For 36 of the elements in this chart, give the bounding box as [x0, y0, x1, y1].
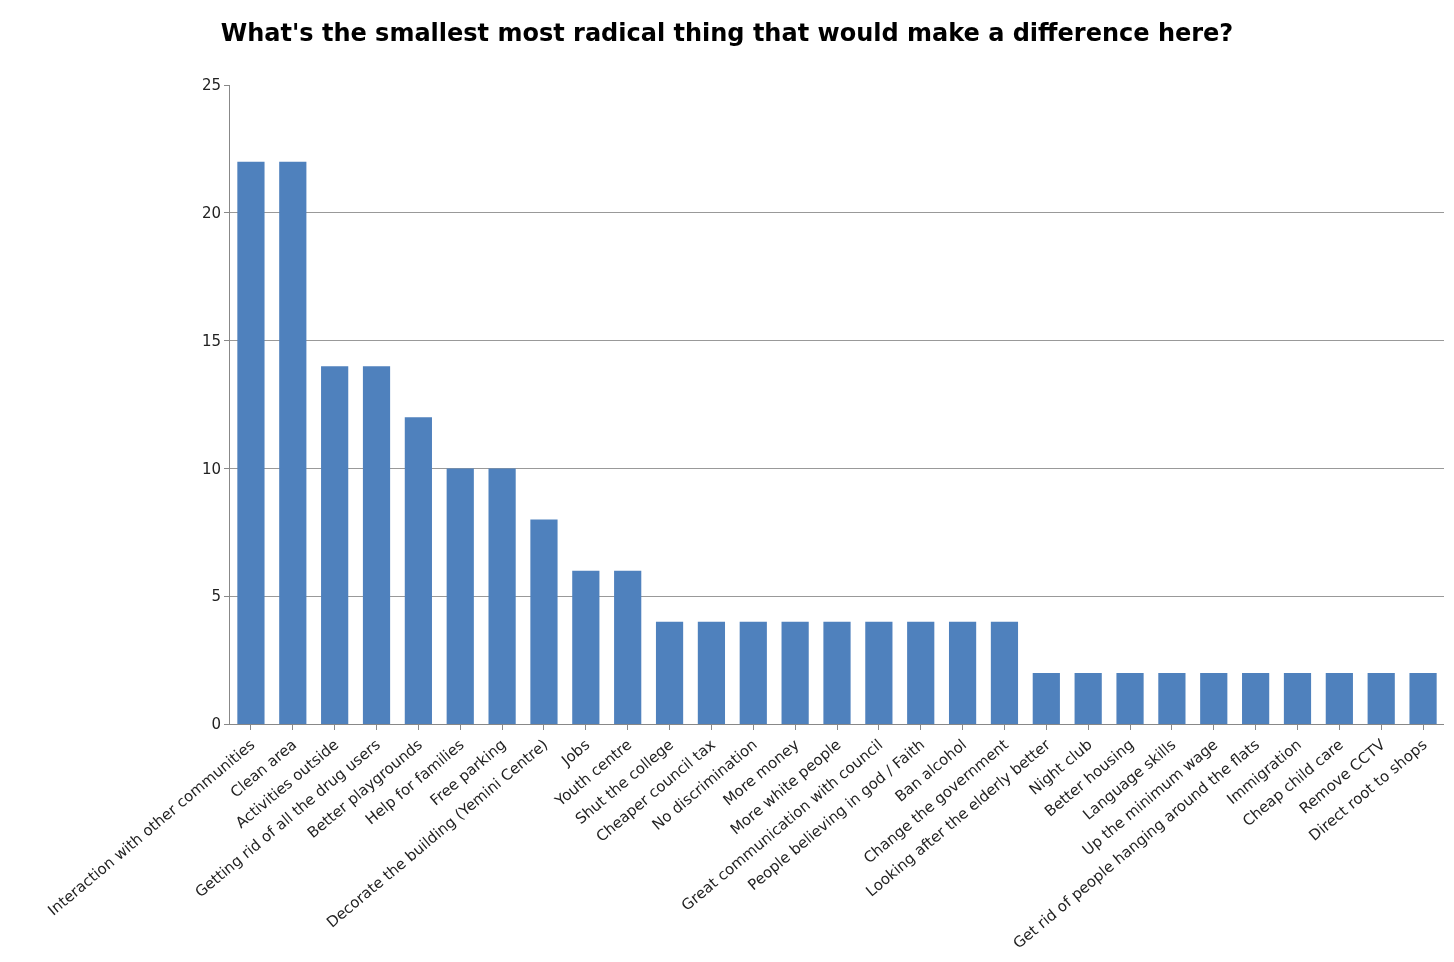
bar: [1032, 672, 1060, 724]
bar: [781, 621, 809, 724]
y-tick-label: 20: [201, 204, 221, 223]
y-tick-label: 5: [211, 587, 221, 606]
bar: [279, 161, 307, 724]
bar: [907, 621, 935, 724]
bar: [362, 366, 391, 724]
bar: [1409, 672, 1437, 724]
bar: [237, 161, 265, 724]
bar: [1325, 672, 1353, 724]
bar: [446, 468, 474, 724]
bar: [404, 417, 432, 724]
bar: [823, 621, 851, 724]
bar: [530, 519, 558, 724]
bar: [990, 621, 1019, 724]
bar: [488, 468, 516, 724]
bar: [739, 621, 767, 724]
bar: [321, 366, 349, 724]
y-tick-label: 25: [201, 76, 221, 95]
bar: [1242, 672, 1270, 724]
y-tick-label: 10: [201, 459, 221, 478]
bar: [1116, 672, 1144, 724]
bar: [614, 570, 642, 724]
bar: [572, 570, 600, 724]
bar: [697, 621, 726, 724]
bar: [1158, 672, 1186, 724]
bar: [1200, 672, 1228, 724]
bar: [948, 621, 977, 724]
bar: [655, 621, 684, 724]
bar: [865, 621, 893, 724]
bar: [1283, 672, 1312, 724]
bar: [1074, 672, 1102, 724]
bar: [1367, 672, 1395, 724]
y-tick-label: 0: [211, 715, 221, 734]
chart-title: What's the smallest most radical thing that would make a difference here?: [220, 18, 1234, 47]
y-tick-label: 15: [201, 331, 221, 350]
